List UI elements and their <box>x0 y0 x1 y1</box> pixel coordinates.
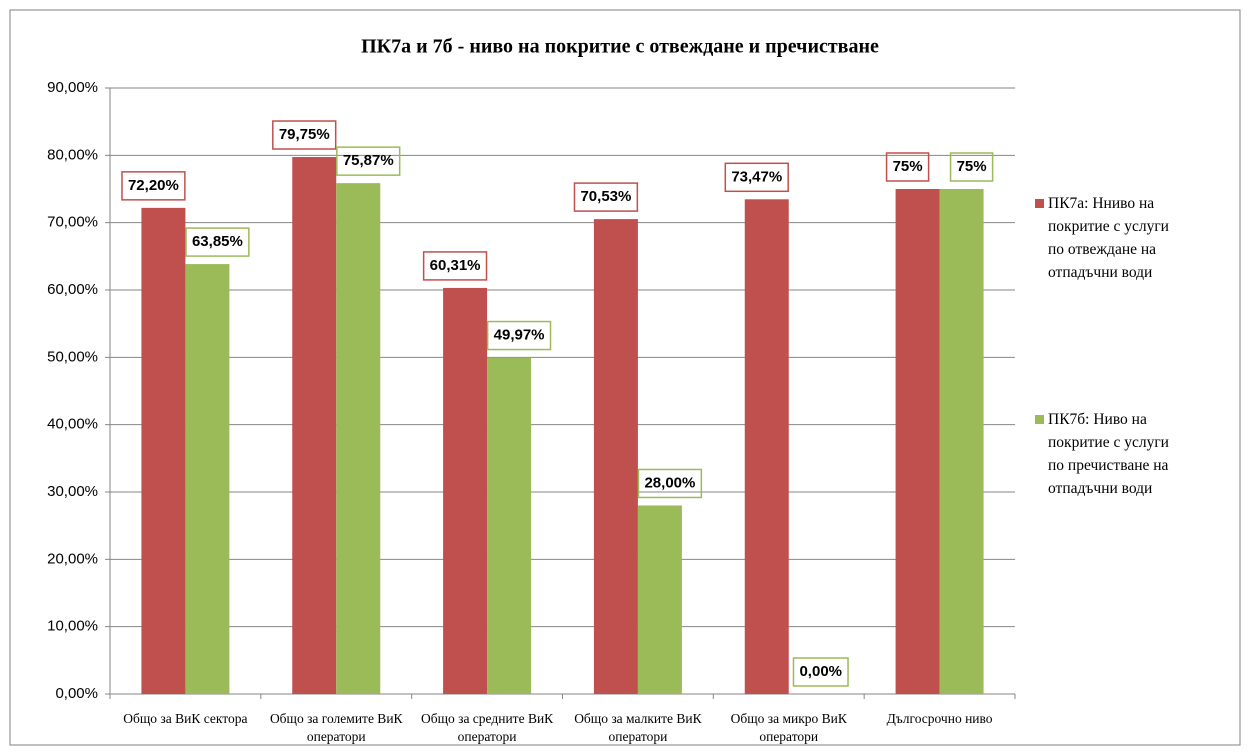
y-tick-label: 50,00% <box>47 348 98 365</box>
y-tick-label: 30,00% <box>47 483 98 500</box>
data-label: 75% <box>957 158 987 175</box>
y-tick-label: 10,00% <box>47 618 98 635</box>
bar <box>487 357 532 694</box>
bar <box>443 287 488 694</box>
data-label-box <box>724 162 789 193</box>
bar <box>637 505 682 694</box>
data-label-box <box>422 251 488 281</box>
x-tick-label: Общо за ВиК сектора <box>123 711 248 726</box>
data-label-box <box>792 657 849 687</box>
legend-label: ПК7б: Ниво на покритие с услуги по пречи… <box>1048 411 1169 497</box>
chart-title: ПК7а и 7б - ниво на покритие с отвеждане… <box>361 36 879 58</box>
x-tick-label: Общо за малките ВиК оператори <box>574 711 702 744</box>
data-label: 28,00% <box>644 474 695 491</box>
data-label-box <box>573 182 639 212</box>
data-label: 75% <box>893 158 923 175</box>
data-label-box <box>185 227 250 257</box>
x-tick-label: Общо за средните ВиК оператори <box>420 711 554 744</box>
y-tick-label: 70,00% <box>47 214 98 231</box>
data-label-box <box>272 120 337 150</box>
data-label-box <box>486 320 552 351</box>
data-label-box <box>885 152 930 182</box>
data-label: 75,87% <box>343 152 394 169</box>
bar <box>185 264 230 694</box>
bar <box>292 157 337 694</box>
data-label: 79,75% <box>279 126 330 143</box>
x-tick-label: Общо за големите ВиК оператори <box>269 711 403 744</box>
data-label: 0,00% <box>799 663 842 680</box>
y-tick-label: 0,00% <box>55 685 98 702</box>
x-tick-label: Дългосрочно ниво <box>886 711 993 726</box>
data-label: 49,97% <box>494 327 545 344</box>
data-label: 73,47% <box>731 168 782 185</box>
data-label-box <box>637 468 703 499</box>
data-label: 60,31% <box>430 257 481 274</box>
bar <box>939 189 984 694</box>
legend-marker <box>1035 199 1044 208</box>
data-label: 72,20% <box>128 177 179 194</box>
y-tick-label: 40,00% <box>47 416 98 433</box>
legend-label: ПК7а: Нниво на покритие с услуги по отве… <box>1048 195 1169 281</box>
data-label: 70,53% <box>580 188 631 205</box>
y-tick-label: 60,00% <box>47 281 98 298</box>
bar <box>141 207 186 694</box>
data-label: 63,85% <box>192 233 243 250</box>
bar <box>744 199 789 694</box>
y-tick-label: 20,00% <box>47 550 98 567</box>
x-tick-label: Общо за микро ВиК оператори <box>730 711 847 744</box>
y-tick-label: 80,00% <box>47 146 98 163</box>
bar <box>336 183 381 694</box>
y-tick-label: 90,00% <box>47 79 98 96</box>
bar <box>895 189 940 694</box>
data-label-box <box>336 146 401 176</box>
legend-marker <box>1035 415 1044 424</box>
data-label-box <box>949 152 994 182</box>
data-label-box <box>121 171 186 201</box>
bar <box>593 219 638 694</box>
